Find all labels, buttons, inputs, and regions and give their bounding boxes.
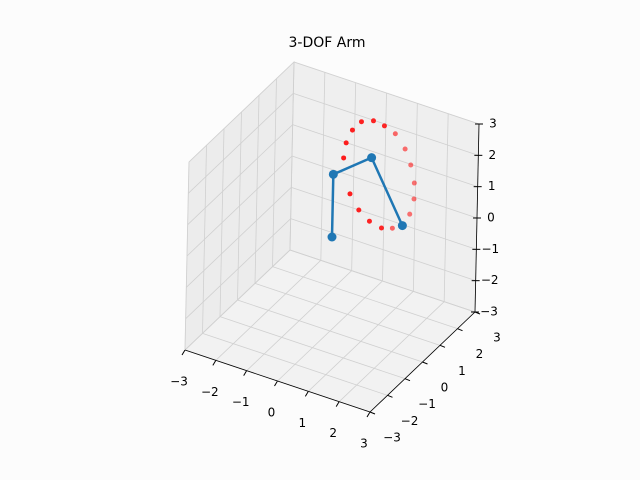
trajectory-point xyxy=(366,218,372,224)
x-tick-label: −1 xyxy=(232,395,250,409)
trajectory-point xyxy=(347,191,353,197)
x-tick-label: 1 xyxy=(299,416,307,430)
tick-mark xyxy=(387,394,393,398)
grid-line xyxy=(293,61,480,125)
grid-line xyxy=(219,316,406,380)
z-tick-label: 1 xyxy=(488,179,496,193)
tick-mark xyxy=(304,391,309,397)
trajectory-point xyxy=(408,162,414,168)
grid-line xyxy=(289,249,476,313)
y-tick-label: 2 xyxy=(476,347,484,361)
grid-line xyxy=(237,299,423,363)
joint xyxy=(397,221,407,231)
z-tick-label: 3 xyxy=(489,117,497,131)
grid-line xyxy=(188,61,295,163)
tick-mark xyxy=(404,378,411,382)
x-axis xyxy=(184,349,371,413)
y-axis xyxy=(369,311,476,413)
tick-mark xyxy=(369,411,376,415)
trajectory-point xyxy=(411,180,417,186)
grid-line xyxy=(184,249,291,351)
trajectory-point xyxy=(389,225,395,231)
tick-mark xyxy=(422,361,428,365)
y-tick-label: 1 xyxy=(458,364,466,378)
y-tick-label: 0 xyxy=(441,381,449,395)
z-tick-label: 0 xyxy=(487,211,495,225)
tick-mark xyxy=(274,380,278,387)
trajectory-point xyxy=(402,146,408,152)
x-tick-label: 2 xyxy=(329,426,337,440)
arm-link xyxy=(330,155,404,238)
tick-mark xyxy=(366,411,371,418)
tick-mark xyxy=(243,370,248,376)
grid-line xyxy=(185,218,291,319)
grid-line xyxy=(290,218,476,282)
grid-line xyxy=(291,186,477,250)
trajectory-point xyxy=(349,127,355,133)
grid-line xyxy=(254,282,441,346)
grid-line xyxy=(186,155,293,257)
joint xyxy=(367,153,377,163)
trajectory-point xyxy=(343,140,349,146)
z-tick-label: −2 xyxy=(481,273,499,287)
joint xyxy=(328,169,338,179)
trajectory-point xyxy=(341,155,347,161)
x-tick-label: −3 xyxy=(170,375,188,389)
grid-line xyxy=(292,124,478,188)
y-tick-label: −1 xyxy=(418,397,436,411)
y-tick-label: −2 xyxy=(401,414,419,428)
grid-line xyxy=(272,266,458,330)
z-tick-label: 2 xyxy=(489,148,497,162)
tick-mark xyxy=(181,349,186,356)
trajectory-point xyxy=(378,225,384,231)
y-tick-label: 3 xyxy=(493,331,501,345)
chart-title: 3-DOF Arm xyxy=(289,35,366,51)
trajectory-point xyxy=(392,131,398,137)
trajectory-point xyxy=(381,123,387,129)
y-tick-label: −3 xyxy=(383,431,401,445)
grid-line xyxy=(188,93,294,194)
tick-mark xyxy=(335,401,340,407)
trajectory-point xyxy=(358,119,364,125)
grid-line xyxy=(202,332,388,396)
z-tick-label: −1 xyxy=(481,242,499,256)
grid-line xyxy=(186,187,292,288)
tick-mark xyxy=(439,344,446,348)
trajectory-point xyxy=(370,118,376,124)
trajectory-point xyxy=(411,196,417,202)
tick-mark xyxy=(457,328,463,332)
trajectory-point xyxy=(407,211,413,217)
trajectory-point xyxy=(356,207,362,213)
x-tick-label: 0 xyxy=(268,406,276,420)
joint xyxy=(327,232,337,242)
tick-mark xyxy=(212,360,217,366)
x-tick-label: 3 xyxy=(360,437,368,451)
x-tick-label: −2 xyxy=(201,385,219,399)
z-axis xyxy=(474,123,480,313)
grid-line xyxy=(187,124,293,225)
z-tick-label: −3 xyxy=(480,305,498,319)
